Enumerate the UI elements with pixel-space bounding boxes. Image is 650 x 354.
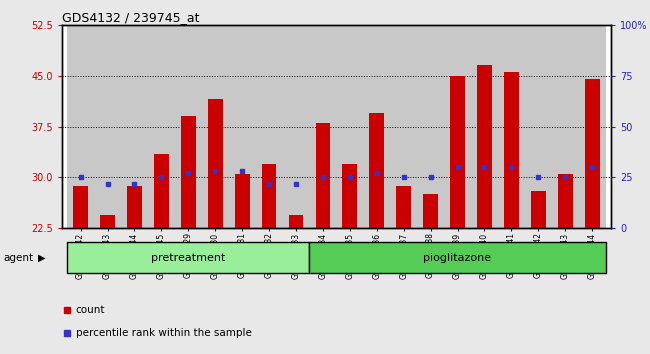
Bar: [525, 25, 552, 228]
Bar: [181, 116, 196, 228]
Bar: [289, 215, 304, 228]
Bar: [229, 25, 255, 228]
Bar: [127, 185, 142, 228]
Bar: [154, 154, 169, 228]
Bar: [552, 25, 578, 228]
Bar: [471, 25, 498, 228]
Bar: [369, 113, 384, 228]
Bar: [423, 194, 438, 228]
Bar: [121, 25, 148, 228]
Bar: [262, 164, 276, 228]
Text: ▶: ▶: [38, 253, 46, 263]
Text: percentile rank within the sample: percentile rank within the sample: [75, 328, 252, 338]
Bar: [417, 25, 444, 228]
Bar: [477, 65, 492, 228]
Bar: [175, 25, 202, 228]
Text: GDS4132 / 239745_at: GDS4132 / 239745_at: [62, 11, 200, 24]
Bar: [208, 99, 222, 228]
Text: count: count: [75, 305, 105, 315]
Bar: [390, 25, 417, 228]
Text: pretreatment: pretreatment: [151, 252, 226, 263]
Bar: [396, 185, 411, 228]
Bar: [450, 76, 465, 228]
Bar: [585, 79, 599, 228]
Text: pioglitazone: pioglitazone: [423, 252, 491, 263]
Bar: [337, 25, 363, 228]
Bar: [309, 242, 606, 273]
Bar: [100, 215, 115, 228]
Bar: [315, 123, 330, 228]
Bar: [309, 25, 337, 228]
Bar: [67, 242, 309, 273]
Bar: [255, 25, 283, 228]
Bar: [235, 174, 250, 228]
Bar: [498, 25, 525, 228]
Bar: [148, 25, 175, 228]
Bar: [73, 185, 88, 228]
Text: agent: agent: [3, 253, 33, 263]
Bar: [343, 164, 358, 228]
Bar: [67, 25, 94, 228]
Bar: [444, 25, 471, 228]
Bar: [578, 25, 606, 228]
Bar: [94, 25, 121, 228]
Bar: [531, 191, 546, 228]
Bar: [283, 25, 309, 228]
Bar: [363, 25, 390, 228]
Bar: [504, 72, 519, 228]
Bar: [558, 174, 573, 228]
Bar: [202, 25, 229, 228]
